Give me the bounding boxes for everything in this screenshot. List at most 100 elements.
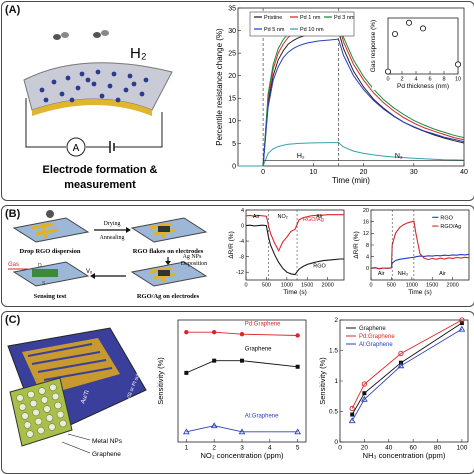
pd-nanoparticle <box>51 79 57 85</box>
data-point <box>212 358 217 363</box>
x-tick-label: 0 <box>369 283 372 289</box>
y-axis-label: Gas response (%) <box>370 20 377 72</box>
x-tick-label: 500 <box>262 283 271 289</box>
metal-np <box>34 417 43 426</box>
y-tick-label: 20 <box>363 208 369 214</box>
panel-a-schematic: H₂ A Electrode formation & measurement <box>23 30 173 191</box>
data-point <box>294 428 302 435</box>
x-tick-label: 4 <box>268 445 272 452</box>
pd-nanoparticle <box>95 69 101 75</box>
data-point <box>295 364 300 369</box>
data-point <box>184 370 189 375</box>
pd-nanoparticle <box>143 77 149 83</box>
plot-frame <box>237 7 465 167</box>
series-line-1 <box>351 319 463 409</box>
metal-np <box>18 403 27 411</box>
leader-line <box>67 433 91 441</box>
y-axis-label: Sensitivity (%) <box>156 357 165 405</box>
x-tick-label: 2000 <box>322 283 334 289</box>
metal-np <box>26 430 34 438</box>
metal-np <box>23 421 32 429</box>
panel-c: (C) Au/Ti SiO₂/Si or PI substrate Metal … <box>1 311 474 474</box>
annotation-nh3: NH₃ <box>398 271 408 277</box>
x-axis-label: Pd thickness (nm) <box>397 83 449 90</box>
x-tick-label: 80 <box>434 445 442 452</box>
y-tick-label: 0 <box>334 439 338 446</box>
metal-np <box>56 410 65 419</box>
ammeter-symbol: A <box>73 143 80 154</box>
metal-np <box>54 401 62 410</box>
x-tick-label: 1500 <box>301 283 313 289</box>
rgo-ag-line <box>245 214 344 253</box>
x-tick-label: 4 <box>414 77 417 83</box>
data-point <box>361 381 368 387</box>
metal-np <box>43 405 51 413</box>
panel-b-letter: (B) <box>5 208 21 220</box>
series-line-1 <box>186 360 298 374</box>
vd-label: Vₒ <box>86 269 93 275</box>
metal-np <box>37 426 45 435</box>
sensing-channel <box>32 269 58 277</box>
y-tick-label: 2 <box>334 317 338 324</box>
nanoparticles <box>39 69 149 103</box>
pd-nanoparticle <box>123 87 129 93</box>
inset-point <box>384 68 391 75</box>
step-2-caption: RGO flakes on electrodes <box>133 248 204 255</box>
x-tick-label: 2000 <box>447 283 459 289</box>
y-tick-label: -12 <box>236 270 244 276</box>
x-tick-label: 100 <box>456 445 467 452</box>
label-graphene: Graphene <box>92 451 121 458</box>
legend-label: Al:Graphene <box>359 342 393 348</box>
panel-b-process: D S Gas Vₒ Drop RGO dispersion RGO flake… <box>8 210 208 300</box>
annotation-no2: NO₂ <box>278 214 288 220</box>
x-tick-label: 3 <box>240 445 244 452</box>
y-tick-label: 0 <box>232 163 236 170</box>
inset-point <box>391 30 398 37</box>
metal-np <box>45 414 54 422</box>
step-3-caption: RGO/Ag on electrodes <box>137 293 200 300</box>
series-label: Pd:Graphene <box>245 322 281 328</box>
y-tick-label: 20 <box>228 73 236 80</box>
gas-label-h2: H₂ <box>130 45 147 62</box>
chart-b-left: 0 500 1000 1500 2000 -12 -8 -4 0 4 Time (s) ΔR/R (%… <box>228 208 345 296</box>
metal-np <box>29 399 38 408</box>
data-point <box>398 350 404 357</box>
pd-nanoparticle <box>39 87 45 93</box>
caption-line-2: measurement <box>64 179 136 191</box>
x-tick-label: 40 <box>385 445 393 452</box>
rgo-line <box>245 224 344 276</box>
x-axis-label: Time (min) <box>332 176 370 185</box>
x-tick-label: 1 <box>185 445 189 452</box>
plot-frame <box>370 209 470 281</box>
data-point <box>458 325 466 332</box>
x-tick-label: 5 <box>296 445 300 452</box>
x-tick-label: 10 <box>455 77 461 83</box>
x-tick-label: 10 <box>309 169 317 176</box>
inset-point <box>419 25 426 32</box>
pd-nanoparticle <box>65 75 71 81</box>
data-point <box>182 428 190 435</box>
pd-nanoparticle <box>85 77 91 83</box>
pipette-icon <box>46 210 54 218</box>
leader-line <box>61 441 91 454</box>
annotation-air: Air <box>439 271 446 277</box>
data-point <box>350 412 355 417</box>
metal-np <box>49 383 57 392</box>
pd-nanoparticle <box>75 85 81 91</box>
metal-np <box>51 392 60 401</box>
data-point <box>361 395 368 402</box>
x-tick-label: 1500 <box>426 283 438 289</box>
legend-label: Pristine <box>264 15 282 21</box>
x-tick-label: 1000 <box>406 283 418 289</box>
data-point <box>239 332 245 337</box>
y-tick-label: 35 <box>228 5 236 12</box>
step-4-caption: Sensing test <box>34 293 68 300</box>
label-metal-nps: Metal NPs <box>92 438 123 445</box>
panel-c-schematic: Au/Ti SiO₂/Si or PI substrate Metal NPs … <box>7 327 147 458</box>
pd-nanoparticle <box>79 71 85 77</box>
inset-point <box>405 19 412 26</box>
arrow-left-head <box>90 273 95 279</box>
arrow-2-line1: Ag NPs <box>183 254 203 260</box>
annotation-air: Air <box>316 214 323 220</box>
rgo-line <box>370 253 470 270</box>
